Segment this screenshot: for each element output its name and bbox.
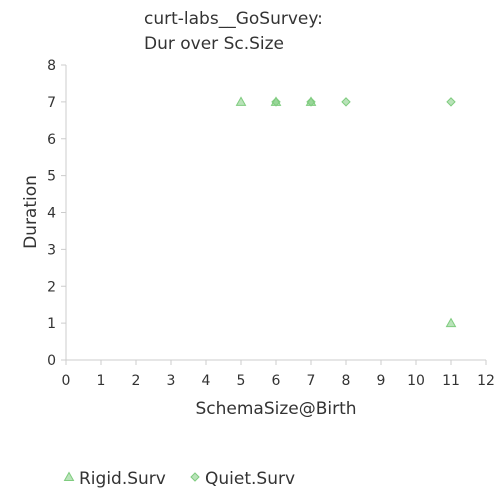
rigid-surv-point — [445, 317, 457, 328]
legend-diamond-icon — [190, 472, 200, 482]
x-tick-label: 6 — [272, 373, 281, 389]
quiet-surv-point — [446, 97, 456, 107]
x-tick-label: 3 — [167, 373, 176, 389]
x-tick-label: 10 — [407, 373, 425, 389]
legend: Rigid.Surv Quiet.Surv — [63, 469, 295, 489]
x-tick-label: 0 — [62, 373, 71, 389]
x-tick-label: 7 — [307, 373, 316, 389]
quiet-surv-point — [306, 97, 316, 107]
y-axis-title: Duration — [21, 175, 41, 249]
x-axis-ticks: 0 1 2 3 4 5 6 7 8 9 10 11 12 — [62, 360, 495, 389]
x-tick-label: 9 — [377, 373, 386, 389]
quiet-surv-point — [341, 97, 351, 107]
quiet-surv-point — [271, 97, 281, 107]
chart-title-line-2: Dur over Sc.Size — [144, 34, 284, 54]
y-tick-label: 0 — [47, 353, 56, 369]
y-tick-label: 5 — [47, 169, 56, 185]
chart-title: curt-labs__GoSurvey: Dur over Sc.Size — [144, 9, 323, 54]
x-tick-label: 12 — [477, 373, 495, 389]
x-tick-label: 1 — [97, 373, 106, 389]
y-tick-label: 7 — [47, 95, 56, 111]
y-tick-label: 3 — [47, 242, 56, 258]
y-tick-label: 4 — [47, 206, 56, 222]
x-tick-label: 2 — [132, 373, 141, 389]
x-tick-label: 5 — [237, 373, 246, 389]
x-axis-title: SchemaSize@Birth — [195, 399, 356, 419]
x-tick-label: 8 — [342, 373, 351, 389]
chart-title-line-1: curt-labs__GoSurvey: — [144, 9, 323, 29]
x-tick-label: 4 — [202, 373, 211, 389]
y-tick-label: 1 — [47, 316, 56, 332]
rigid-surv-point — [235, 96, 247, 106]
y-tick-label: 6 — [47, 132, 56, 148]
legend-triangle-icon — [63, 471, 75, 481]
legend-label: Rigid.Surv — [79, 469, 166, 489]
y-tick-label: 2 — [47, 279, 56, 295]
legend-label: Quiet.Surv — [205, 469, 295, 489]
data-points — [235, 96, 457, 328]
y-tick-label: 8 — [47, 58, 56, 74]
x-tick-label: 11 — [442, 373, 460, 389]
y-axis-ticks: 0 1 2 3 4 5 6 7 8 — [47, 58, 66, 369]
